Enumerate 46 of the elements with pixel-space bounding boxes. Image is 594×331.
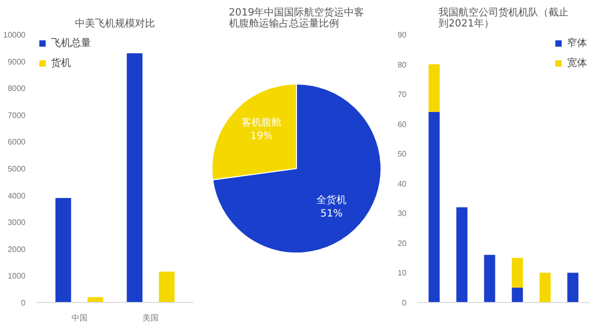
slice-label: 客机腹舱: [241, 116, 282, 129]
y-tick-label: 5000: [8, 164, 26, 174]
legend-label: 货机: [51, 56, 71, 70]
legend-label: 飞机总量: [51, 36, 91, 50]
data-label: 19%: [250, 130, 273, 142]
bar: [428, 64, 440, 112]
legend-label: 宽体: [567, 56, 587, 70]
chart-title: 2019年中国国际航空货运中客机腹舱运输占总运量比例: [228, 6, 364, 30]
legend-label: 窄体: [567, 36, 587, 50]
bar: [126, 53, 142, 302]
y-tick-label: 30: [398, 209, 408, 218]
y-tick-label: 20: [398, 238, 408, 248]
chart-title: 我国航空公司货机机队（截止到2021年）: [438, 6, 568, 30]
bar: [540, 272, 551, 302]
bar: [512, 288, 523, 302]
chart-title: 中美飞机规模对比: [75, 18, 155, 30]
y-tick-label: 9000: [8, 57, 26, 66]
bar: [55, 198, 72, 302]
y-tick-label: 0: [21, 298, 26, 308]
y-tick-label: 7000: [8, 110, 26, 120]
bar: [158, 272, 175, 302]
slice-label: 全货机: [316, 194, 347, 206]
y-tick-label: 40: [398, 179, 408, 188]
y-tick-label: 3000: [8, 218, 26, 228]
y-tick-label: 2000: [8, 244, 26, 254]
bar: [456, 207, 468, 302]
y-tick-label: 90: [398, 30, 408, 40]
bar: [484, 254, 496, 302]
y-tick-label: 8000: [8, 84, 26, 94]
y-tick-label: 10: [398, 268, 408, 278]
x-tick-label: 中国: [71, 314, 88, 322]
y-tick-label: 10000: [3, 30, 26, 40]
y-tick-label: 70: [398, 90, 408, 100]
bar: [512, 258, 523, 288]
y-tick-label: 50: [398, 150, 408, 159]
y-tick-label: 6000: [8, 138, 26, 147]
bar: [88, 297, 104, 302]
bar: [428, 112, 440, 302]
y-tick-label: 4000: [8, 191, 26, 200]
y-tick-label: 0: [402, 298, 408, 308]
y-tick-label: 1000: [8, 272, 26, 281]
y-tick-label: 80: [398, 60, 408, 70]
data-label: 51%: [320, 208, 343, 220]
x-tick-label: 美国: [142, 314, 159, 322]
bar: [567, 272, 578, 302]
y-tick-label: 60: [398, 120, 408, 129]
